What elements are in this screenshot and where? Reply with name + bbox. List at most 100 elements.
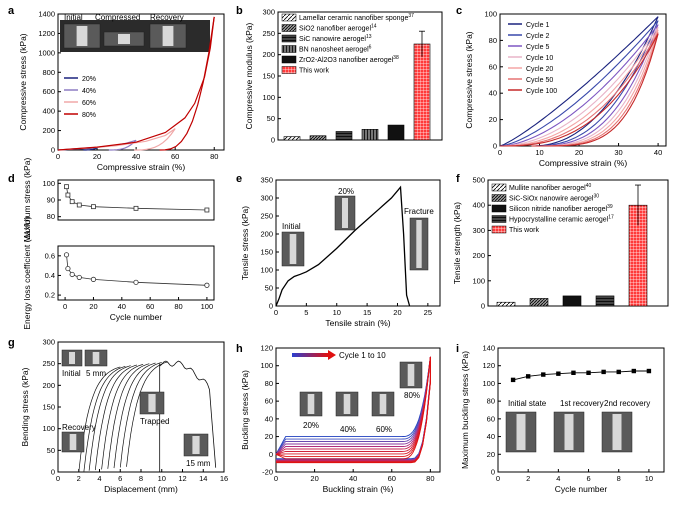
- y-tick-label: 1000: [38, 48, 55, 57]
- data-point: [204, 282, 210, 288]
- plot-frame: [275, 347, 441, 473]
- panel-label-e: e: [236, 173, 242, 185]
- y-tick-label: 600: [42, 87, 55, 96]
- series-line: [159, 360, 217, 468]
- photo-sample: [192, 436, 200, 454]
- series-line: [88, 365, 131, 471]
- bar: [413, 43, 431, 141]
- data-point: [586, 370, 591, 375]
- annotation: Recovery: [62, 423, 96, 432]
- legend-label: Cycle 20: [526, 66, 553, 73]
- bar: [283, 136, 301, 141]
- panel-label-c: c: [456, 5, 462, 17]
- x-tick-label: 5: [304, 308, 308, 317]
- data-point: [76, 274, 82, 281]
- x-tick-label: 8: [139, 474, 143, 483]
- data-point: [65, 192, 71, 198]
- series-line: [500, 33, 659, 147]
- series-line: [94, 364, 137, 471]
- legend-label: 80%: [82, 112, 96, 119]
- y-tick-label: 50: [265, 284, 273, 293]
- bar: [309, 135, 327, 141]
- legend-swatch: [281, 45, 297, 53]
- annotation: Compressed: [95, 13, 140, 22]
- y-tick-label: 0: [493, 142, 497, 151]
- legend-label: This work: [509, 227, 539, 234]
- legend-ref: 17: [608, 215, 614, 221]
- y-tick-label: 50: [47, 446, 55, 455]
- series-line: [499, 16, 659, 147]
- data-point: [90, 276, 97, 282]
- data-point: [541, 372, 546, 377]
- y-tick-label: 200: [262, 50, 275, 59]
- unloading-line: [134, 128, 176, 151]
- photo-sample: [162, 26, 174, 46]
- panel-label-i: i: [456, 343, 459, 355]
- y-tick-label: 90: [47, 196, 55, 205]
- legend-ref: 30: [593, 194, 599, 200]
- x-tick-label: 0: [56, 152, 60, 161]
- x-tick-label: 0: [56, 474, 60, 483]
- annotation: Trapped: [140, 417, 170, 426]
- photo-sample: [342, 198, 348, 228]
- legend-label: Lamellar ceramic nanofiber sponge37: [299, 13, 414, 22]
- x-tick-label: 30: [614, 148, 622, 157]
- data-point: [63, 252, 70, 258]
- series-line: [119, 362, 162, 468]
- photo-sample: [343, 394, 351, 414]
- x-tick-label: 2: [526, 474, 530, 483]
- x-tick-label: 100: [201, 302, 214, 311]
- legend-swatch: [491, 204, 507, 213]
- legend-swatch: [491, 215, 507, 223]
- chart-undefined: 80 90 100 Maximum stress (kPa): [22, 158, 215, 242]
- annotation: Initial: [64, 13, 83, 22]
- x-tick-label: 25: [424, 308, 432, 317]
- x-axis-label: Cycle number: [110, 312, 163, 322]
- y-axis-label: Buckling stress (kPa): [240, 370, 250, 450]
- data-point: [64, 184, 69, 190]
- legend-ref: 38: [393, 55, 399, 61]
- x-tick-label: 2: [77, 474, 81, 483]
- x-tick-label: 20: [93, 152, 101, 161]
- chart-a: 0 20 40 60 800200400600800100012001400Compre…: [18, 10, 225, 172]
- series-line: [499, 26, 659, 147]
- y-tick-label: 0: [269, 302, 273, 311]
- series-line: [275, 356, 431, 461]
- legend-label: This work: [299, 68, 329, 75]
- y-tick-label: 0: [51, 468, 55, 477]
- y-tick-label: 800: [42, 68, 55, 77]
- annotation: Initial: [282, 222, 301, 231]
- y-tick-label: 300: [42, 338, 55, 347]
- x-axis-label: Compressive strain (%): [97, 162, 185, 172]
- data-point: [616, 369, 621, 375]
- y-tick-label: 0: [271, 136, 275, 145]
- legend-swatch: [491, 183, 507, 192]
- legend-ref: 37: [408, 13, 414, 19]
- y-tick-label: 0: [491, 468, 495, 477]
- y-tick-label: 0: [269, 450, 273, 459]
- annotation: Fracture: [404, 207, 434, 216]
- y-tick-label: 120: [260, 344, 273, 353]
- y-tick-label: 100: [472, 276, 485, 285]
- x-tick-label: 6: [586, 474, 590, 483]
- data-point: [133, 279, 139, 285]
- legend-ref: 6: [369, 45, 372, 51]
- y-tick-label: 40: [487, 432, 495, 441]
- y-tick-label: 150: [260, 248, 273, 257]
- x-tick-label: 40: [349, 474, 357, 483]
- y-tick-label: 80: [489, 36, 497, 45]
- panel-label-g: g: [8, 337, 15, 349]
- legend-label: SiC nanowire aerogel13: [299, 34, 372, 43]
- y-axis-label: Tensile stress (kPa): [240, 206, 250, 280]
- legend-swatch: [281, 55, 297, 64]
- y-tick-label: 40: [265, 414, 273, 423]
- y-tick-label: 300: [260, 194, 273, 203]
- y-tick-label: 300: [262, 8, 275, 17]
- chart-g: 0 2 4 6 8 10 12 14 16 0 50 100 150 200 250 300 Displacem…: [20, 338, 228, 495]
- x-tick-label: 15: [363, 308, 371, 317]
- series-line: [499, 24, 659, 147]
- y-tick-label: 400: [42, 107, 55, 116]
- annotation: Cycle 1 to 10: [339, 351, 386, 360]
